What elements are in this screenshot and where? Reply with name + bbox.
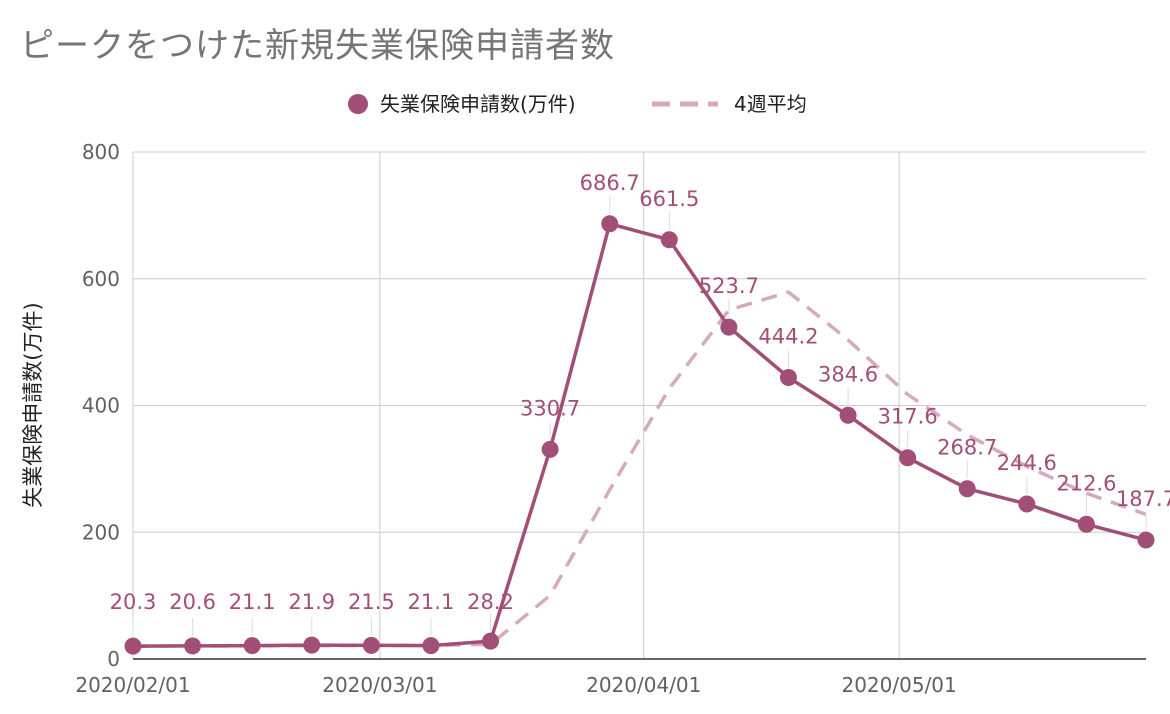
data-point — [541, 440, 559, 458]
data-label: 21.9 — [288, 590, 335, 614]
y-tick-label: 200 — [82, 520, 120, 544]
data-label: 444.2 — [758, 324, 818, 348]
legend: 失業保険申請数(万件) 4週平均 — [348, 92, 807, 116]
data-point — [243, 637, 261, 655]
data-labels: 20.3 20.6 21.1 21.9 21.5 21.1 28.2 330.7 686.766… — [110, 171, 1170, 637]
data-point — [660, 231, 678, 249]
data-label: 523.7 — [699, 274, 759, 298]
data-point — [1018, 495, 1036, 513]
chart-title: ピークをつけた新規失業保険申請者数 — [20, 26, 615, 66]
y-axis-title: 失業保険申請数(万件) — [21, 302, 45, 507]
data-point — [1077, 515, 1095, 533]
axes: 0 200 400 600 800 2020/02/01 2020/03/01 2020/04… — [21, 140, 1146, 697]
data-point — [958, 480, 976, 498]
data-label: 384.6 — [818, 362, 878, 386]
data-point — [839, 406, 857, 424]
x-tick-label: 2020/05/01 — [841, 673, 956, 697]
data-point — [601, 215, 619, 233]
data-label: 20.3 — [110, 590, 157, 614]
data-point — [899, 449, 917, 467]
y-tick-label: 400 — [82, 394, 120, 418]
data-point — [362, 636, 380, 654]
data-label: 212.6 — [1056, 471, 1116, 495]
data-point — [422, 637, 440, 655]
data-label: 268.7 — [937, 436, 997, 460]
data-point — [1137, 531, 1155, 549]
data-label: 20.6 — [169, 590, 216, 614]
y-tick-label: 0 — [107, 647, 120, 671]
data-point — [184, 637, 202, 655]
data-label: 244.6 — [997, 451, 1057, 475]
data-label: 28.2 — [467, 590, 514, 614]
data-point — [779, 368, 797, 386]
legend-marker-main — [348, 94, 368, 114]
x-tick-label: 2020/03/01 — [322, 673, 437, 697]
legend-label-main: 失業保険申請数(万件) — [380, 92, 576, 116]
data-label: 187.7 — [1116, 487, 1170, 511]
data-point — [303, 636, 321, 654]
data-label: 686.7 — [580, 171, 640, 195]
data-point — [720, 318, 738, 336]
x-tick-label: 2020/02/01 — [75, 673, 190, 697]
series-line-main — [132, 221, 1147, 648]
average-series — [132, 290, 1147, 648]
data-label: 317.6 — [878, 405, 938, 429]
series-line-average — [132, 290, 1147, 648]
main-series — [124, 215, 1155, 655]
data-label: 21.1 — [408, 590, 455, 614]
data-label: 21.1 — [229, 590, 276, 614]
data-point — [482, 632, 500, 650]
data-label: 21.5 — [348, 590, 395, 614]
data-label: 330.7 — [520, 396, 580, 420]
legend-label-average: 4週平均 — [734, 92, 807, 116]
data-label: 661.5 — [639, 187, 699, 211]
x-tick-label: 2020/04/01 — [586, 673, 701, 697]
grid — [132, 151, 1146, 659]
y-tick-label: 800 — [82, 140, 120, 164]
data-point — [124, 637, 142, 655]
y-tick-label: 600 — [82, 267, 120, 291]
